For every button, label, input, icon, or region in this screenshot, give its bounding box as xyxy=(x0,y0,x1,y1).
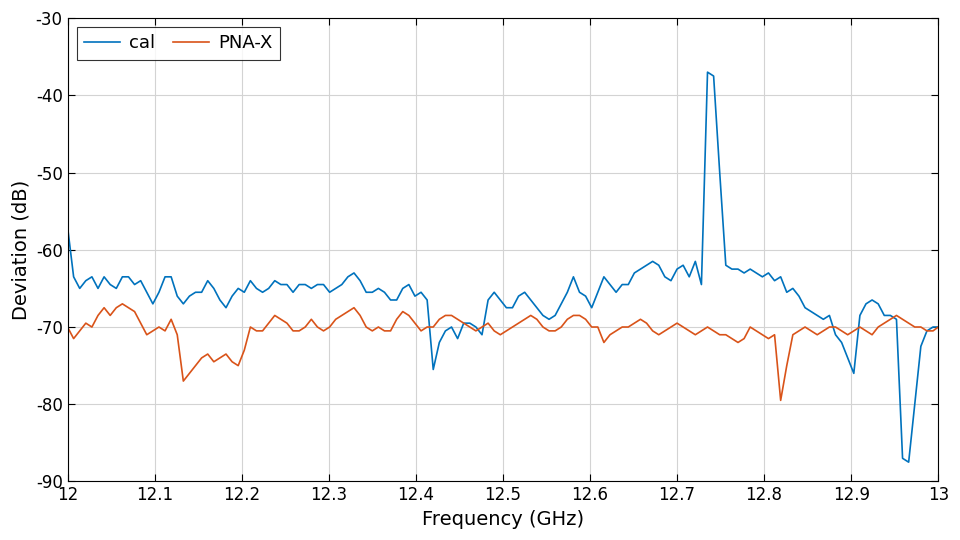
Y-axis label: Deviation (dB): Deviation (dB) xyxy=(12,180,30,320)
cal xyxy=(190,289,202,295)
cal xyxy=(330,285,342,292)
PNA-X xyxy=(775,397,786,403)
PNA-X xyxy=(196,355,207,361)
PNA-X xyxy=(116,301,128,307)
PNA-X xyxy=(932,324,944,330)
cal xyxy=(781,289,793,295)
PNA-X xyxy=(336,312,348,319)
cal xyxy=(702,69,713,76)
PNA-X xyxy=(689,332,701,338)
PNA-X xyxy=(129,308,140,315)
PNA-X xyxy=(61,324,73,330)
PNA-X xyxy=(787,332,799,338)
cal xyxy=(61,224,73,230)
cal xyxy=(684,274,695,280)
cal xyxy=(903,459,915,465)
cal xyxy=(932,324,944,330)
cal xyxy=(123,274,134,280)
X-axis label: Frequency (GHz): Frequency (GHz) xyxy=(421,510,584,529)
Line: PNA-X: PNA-X xyxy=(67,304,938,400)
Legend: cal, PNA-X: cal, PNA-X xyxy=(77,27,279,59)
PNA-X xyxy=(769,332,780,338)
Line: cal: cal xyxy=(67,72,938,462)
cal xyxy=(769,278,780,284)
